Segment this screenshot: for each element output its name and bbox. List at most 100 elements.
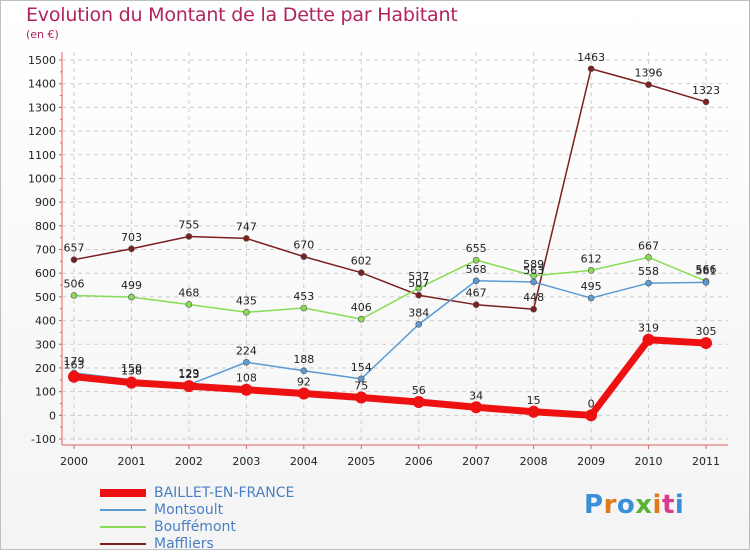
data-point (645, 254, 652, 261)
y-tick-label: 300 (35, 338, 56, 351)
x-tick-label: 2003 (232, 455, 260, 468)
data-label: 602 (351, 255, 372, 268)
y-tick-label: 0 (49, 409, 56, 422)
data-point (70, 292, 78, 299)
data-point (415, 321, 423, 328)
data-label: 138 (121, 365, 142, 378)
series-line-maffliers (73, 68, 707, 310)
x-tick-label: 2008 (520, 455, 548, 468)
data-label: 92 (297, 376, 311, 389)
data-label: 657 (64, 242, 85, 255)
x-tick-label: 2002 (175, 455, 203, 468)
data-label: 224 (236, 344, 257, 357)
data-label: 150 (121, 362, 142, 375)
data-label: 747 (236, 220, 257, 233)
data-point (702, 279, 710, 286)
data-point (125, 376, 138, 389)
series-line-baillet-en-france (70, 336, 710, 419)
data-point (297, 387, 310, 400)
y-tick-label: 200 (35, 362, 56, 375)
data-point (472, 256, 480, 264)
logo-letter: x (635, 490, 653, 520)
y-tick-label: 700 (35, 244, 56, 257)
data-label: 566 (696, 263, 717, 276)
data-point (185, 301, 193, 308)
data-label: 612 (581, 252, 602, 265)
legend-swatch (100, 488, 146, 497)
legend-label: Bouffémont (154, 518, 236, 535)
legend-item: Maffliers (100, 535, 294, 552)
data-point (472, 301, 480, 308)
data-label: 179 (64, 355, 85, 368)
y-tick-label: 1300 (28, 101, 56, 114)
data-point (702, 98, 710, 106)
data-label: 563 (523, 264, 544, 277)
y-tick-label: 900 (35, 196, 56, 209)
data-label: 755 (178, 218, 199, 231)
data-point (240, 383, 253, 396)
data-point (355, 391, 368, 404)
x-tick-label: 2007 (462, 455, 490, 468)
y-tick-label: -100 (31, 433, 56, 446)
data-point (530, 305, 537, 313)
logo-letter: i (674, 490, 685, 520)
data-label: 703 (121, 231, 142, 244)
data-point (645, 279, 652, 287)
logo-letter: P (584, 490, 604, 520)
data-label: 75 (354, 380, 368, 393)
data-label: 15 (527, 394, 541, 407)
data-label: 163 (64, 359, 85, 372)
legend-label: BAILLET-EN-FRANCE (154, 484, 295, 501)
x-tick-label: 2011 (692, 455, 720, 468)
data-label: 34 (469, 389, 483, 402)
data-label: 499 (121, 279, 142, 292)
data-label: 558 (638, 265, 659, 278)
logo-letter: o (616, 490, 636, 520)
legend-item: BAILLET-EN-FRANCE (100, 484, 294, 501)
y-tick-label: 500 (35, 291, 56, 304)
data-point (587, 65, 595, 73)
data-point (357, 269, 365, 277)
data-point (642, 333, 655, 346)
data-point (128, 293, 135, 301)
data-label: 589 (523, 258, 544, 271)
chart-title: Evolution du Montant de la Dette par Hab… (26, 4, 458, 26)
data-point (530, 278, 537, 286)
legend-swatch (100, 508, 146, 511)
data-point (243, 308, 250, 316)
legend-item: Bouffémont (100, 518, 294, 535)
y-tick-label: 100 (35, 386, 56, 399)
data-point (415, 291, 423, 299)
data-label: 384 (408, 306, 429, 319)
data-label: 495 (581, 280, 602, 293)
data-point (300, 253, 308, 260)
data-point (472, 277, 480, 285)
data-point (300, 367, 308, 375)
data-point (700, 337, 712, 350)
data-label: 108 (236, 372, 257, 385)
y-tick-label: 1200 (28, 125, 56, 138)
proxiti-logo: Proxiti (584, 490, 684, 520)
data-point (357, 315, 365, 323)
data-point (470, 401, 483, 414)
data-label: 129 (178, 367, 199, 380)
data-label: 406 (351, 301, 372, 314)
data-label: 154 (351, 361, 372, 374)
x-tick-label: 2010 (635, 455, 663, 468)
y-tick-label: 800 (35, 220, 56, 233)
x-tick-label: 2009 (577, 455, 605, 468)
logo-letter: r (603, 490, 617, 520)
y-tick-label: 400 (35, 315, 56, 328)
data-label: 1396 (635, 67, 663, 80)
data-label: 655 (466, 242, 487, 255)
data-point (587, 267, 595, 274)
data-label: 507 (408, 277, 429, 290)
data-label: 667 (638, 239, 659, 252)
x-tick-label: 2005 (347, 455, 375, 468)
data-label: 467 (466, 287, 487, 300)
data-point (68, 370, 80, 383)
y-tick-label: 1100 (28, 149, 56, 162)
data-point (412, 396, 425, 409)
data-label: 506 (64, 277, 85, 290)
